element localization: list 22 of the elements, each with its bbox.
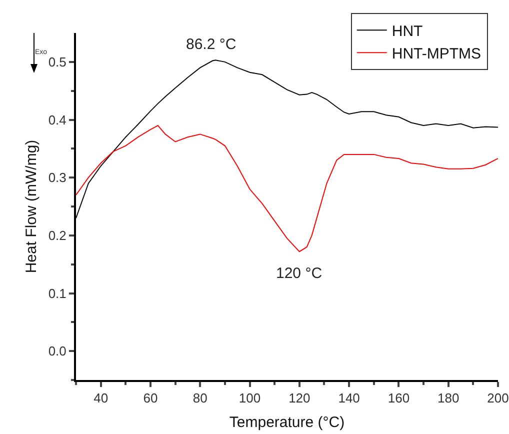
x-tick-label: 40 (94, 390, 108, 406)
y-tick-label: 0.2 (48, 228, 66, 243)
line-series (76, 125, 498, 252)
annotation: 120 °C (276, 265, 322, 282)
legend-label: HNT-MPTMS (392, 45, 482, 62)
x-tick-label: 180 (438, 390, 460, 406)
legend-label: HNT (392, 22, 423, 40)
x-tick-label: 200 (487, 390, 509, 406)
y-tick-label: 0.3 (48, 170, 66, 186)
y-axis-title: Heat Flow (mW/mg) (23, 140, 40, 274)
x-axis-title: Temperature (°C) (229, 414, 345, 432)
x-tick-label: 140 (338, 390, 360, 406)
x-tick-label: 100 (238, 390, 261, 406)
y-tick-label: 0.4 (48, 112, 66, 128)
x-tick-label: 160 (388, 390, 410, 406)
x-tick-label: 120 (288, 390, 310, 406)
x-tick-label: 80 (192, 390, 208, 406)
y-tick-label: 0.1 (48, 286, 66, 301)
annotation: 86.2 °C (186, 36, 236, 53)
x-tick-label: 60 (143, 390, 158, 406)
y-tick-label: 0.5 (48, 54, 66, 70)
y-tick-label: 0.0 (48, 344, 66, 359)
